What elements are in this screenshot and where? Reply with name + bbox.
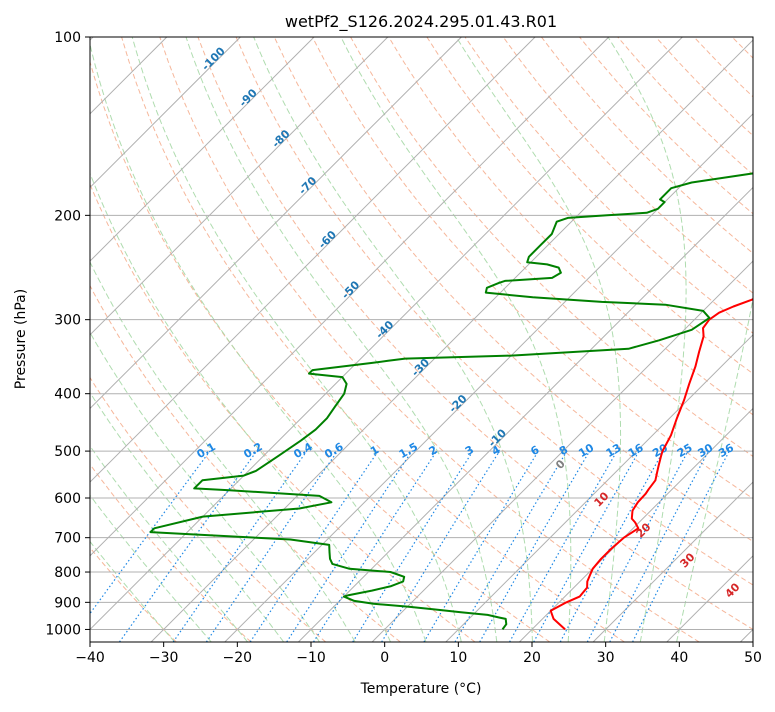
y-tick-label: 700: [54, 531, 81, 547]
y-tick-label: 300: [54, 313, 81, 329]
y-tick-label: 1000: [45, 622, 81, 638]
x-tick-label: 20: [523, 650, 541, 666]
y-tick-label: 600: [54, 491, 81, 507]
x-tick-label: 40: [670, 650, 688, 666]
x-tick-label: −40: [75, 650, 105, 666]
x-tick-label: 0: [380, 650, 389, 666]
x-axis-label: Temperature (°C): [360, 681, 482, 697]
x-tick-label: −20: [223, 650, 253, 666]
y-tick-label: 100: [54, 30, 81, 46]
x-tick-label: 10: [449, 650, 467, 666]
y-axis-label: Pressure (hPa): [13, 289, 29, 389]
y-tick-label: 400: [54, 387, 81, 403]
x-tick-label: 30: [597, 650, 615, 666]
y-tick-label: 800: [54, 565, 81, 581]
y-tick-label: 200: [54, 208, 81, 224]
x-tick-label: −10: [296, 650, 326, 666]
y-tick-label: 900: [54, 595, 81, 611]
x-tick-label: −30: [149, 650, 179, 666]
chart-title: wetPf2_S126.2024.295.01.43.R01: [285, 12, 557, 32]
x-tick-label: 50: [744, 650, 762, 666]
y-tick-label: 500: [54, 444, 81, 460]
